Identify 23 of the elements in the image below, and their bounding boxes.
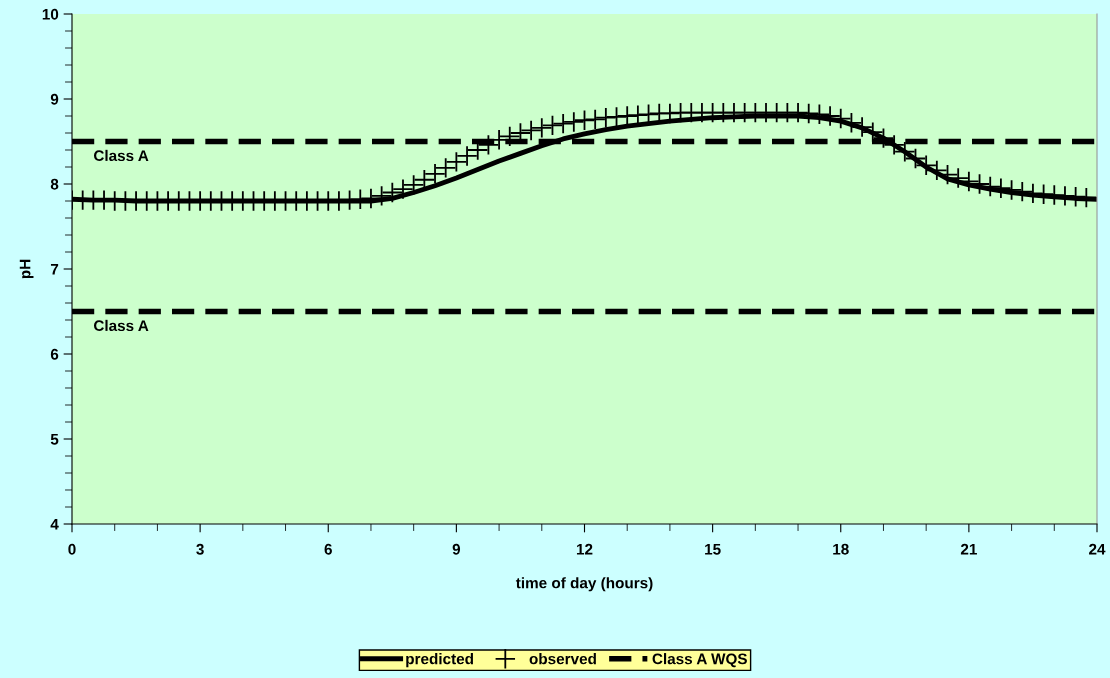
x-tick-label: 12	[576, 543, 593, 555]
x-tick-label: 9	[452, 543, 461, 555]
legend-label: observed	[529, 653, 596, 665]
x-tick-label: 6	[324, 543, 332, 555]
ref-line-label: Class A	[93, 319, 149, 332]
y-tick-label: 5	[50, 434, 59, 445]
y-tick-label: 10	[42, 8, 59, 20]
x-axis-title: time of day (hours)	[515, 577, 653, 592]
legend-label: predicted	[406, 653, 473, 668]
x-tick-label: 3	[196, 543, 204, 555]
x-tick-label: 18	[833, 543, 849, 555]
y-tick-label: 9	[50, 93, 59, 105]
y-tick-label: 7	[50, 264, 59, 275]
legend-label: Class A WQS	[652, 653, 747, 668]
x-tick-label: 24	[1089, 543, 1106, 555]
y-axis-title: pH	[19, 259, 34, 279]
x-tick-label: 15	[705, 544, 721, 555]
y-tick-label: 8	[50, 178, 59, 190]
x-tick-label: 0	[68, 543, 76, 555]
y-tick-label: 4	[50, 519, 59, 530]
x-tick-label: 21	[960, 543, 977, 555]
annotation: Class A	[93, 149, 149, 162]
y-tick-label: 6	[50, 348, 59, 360]
